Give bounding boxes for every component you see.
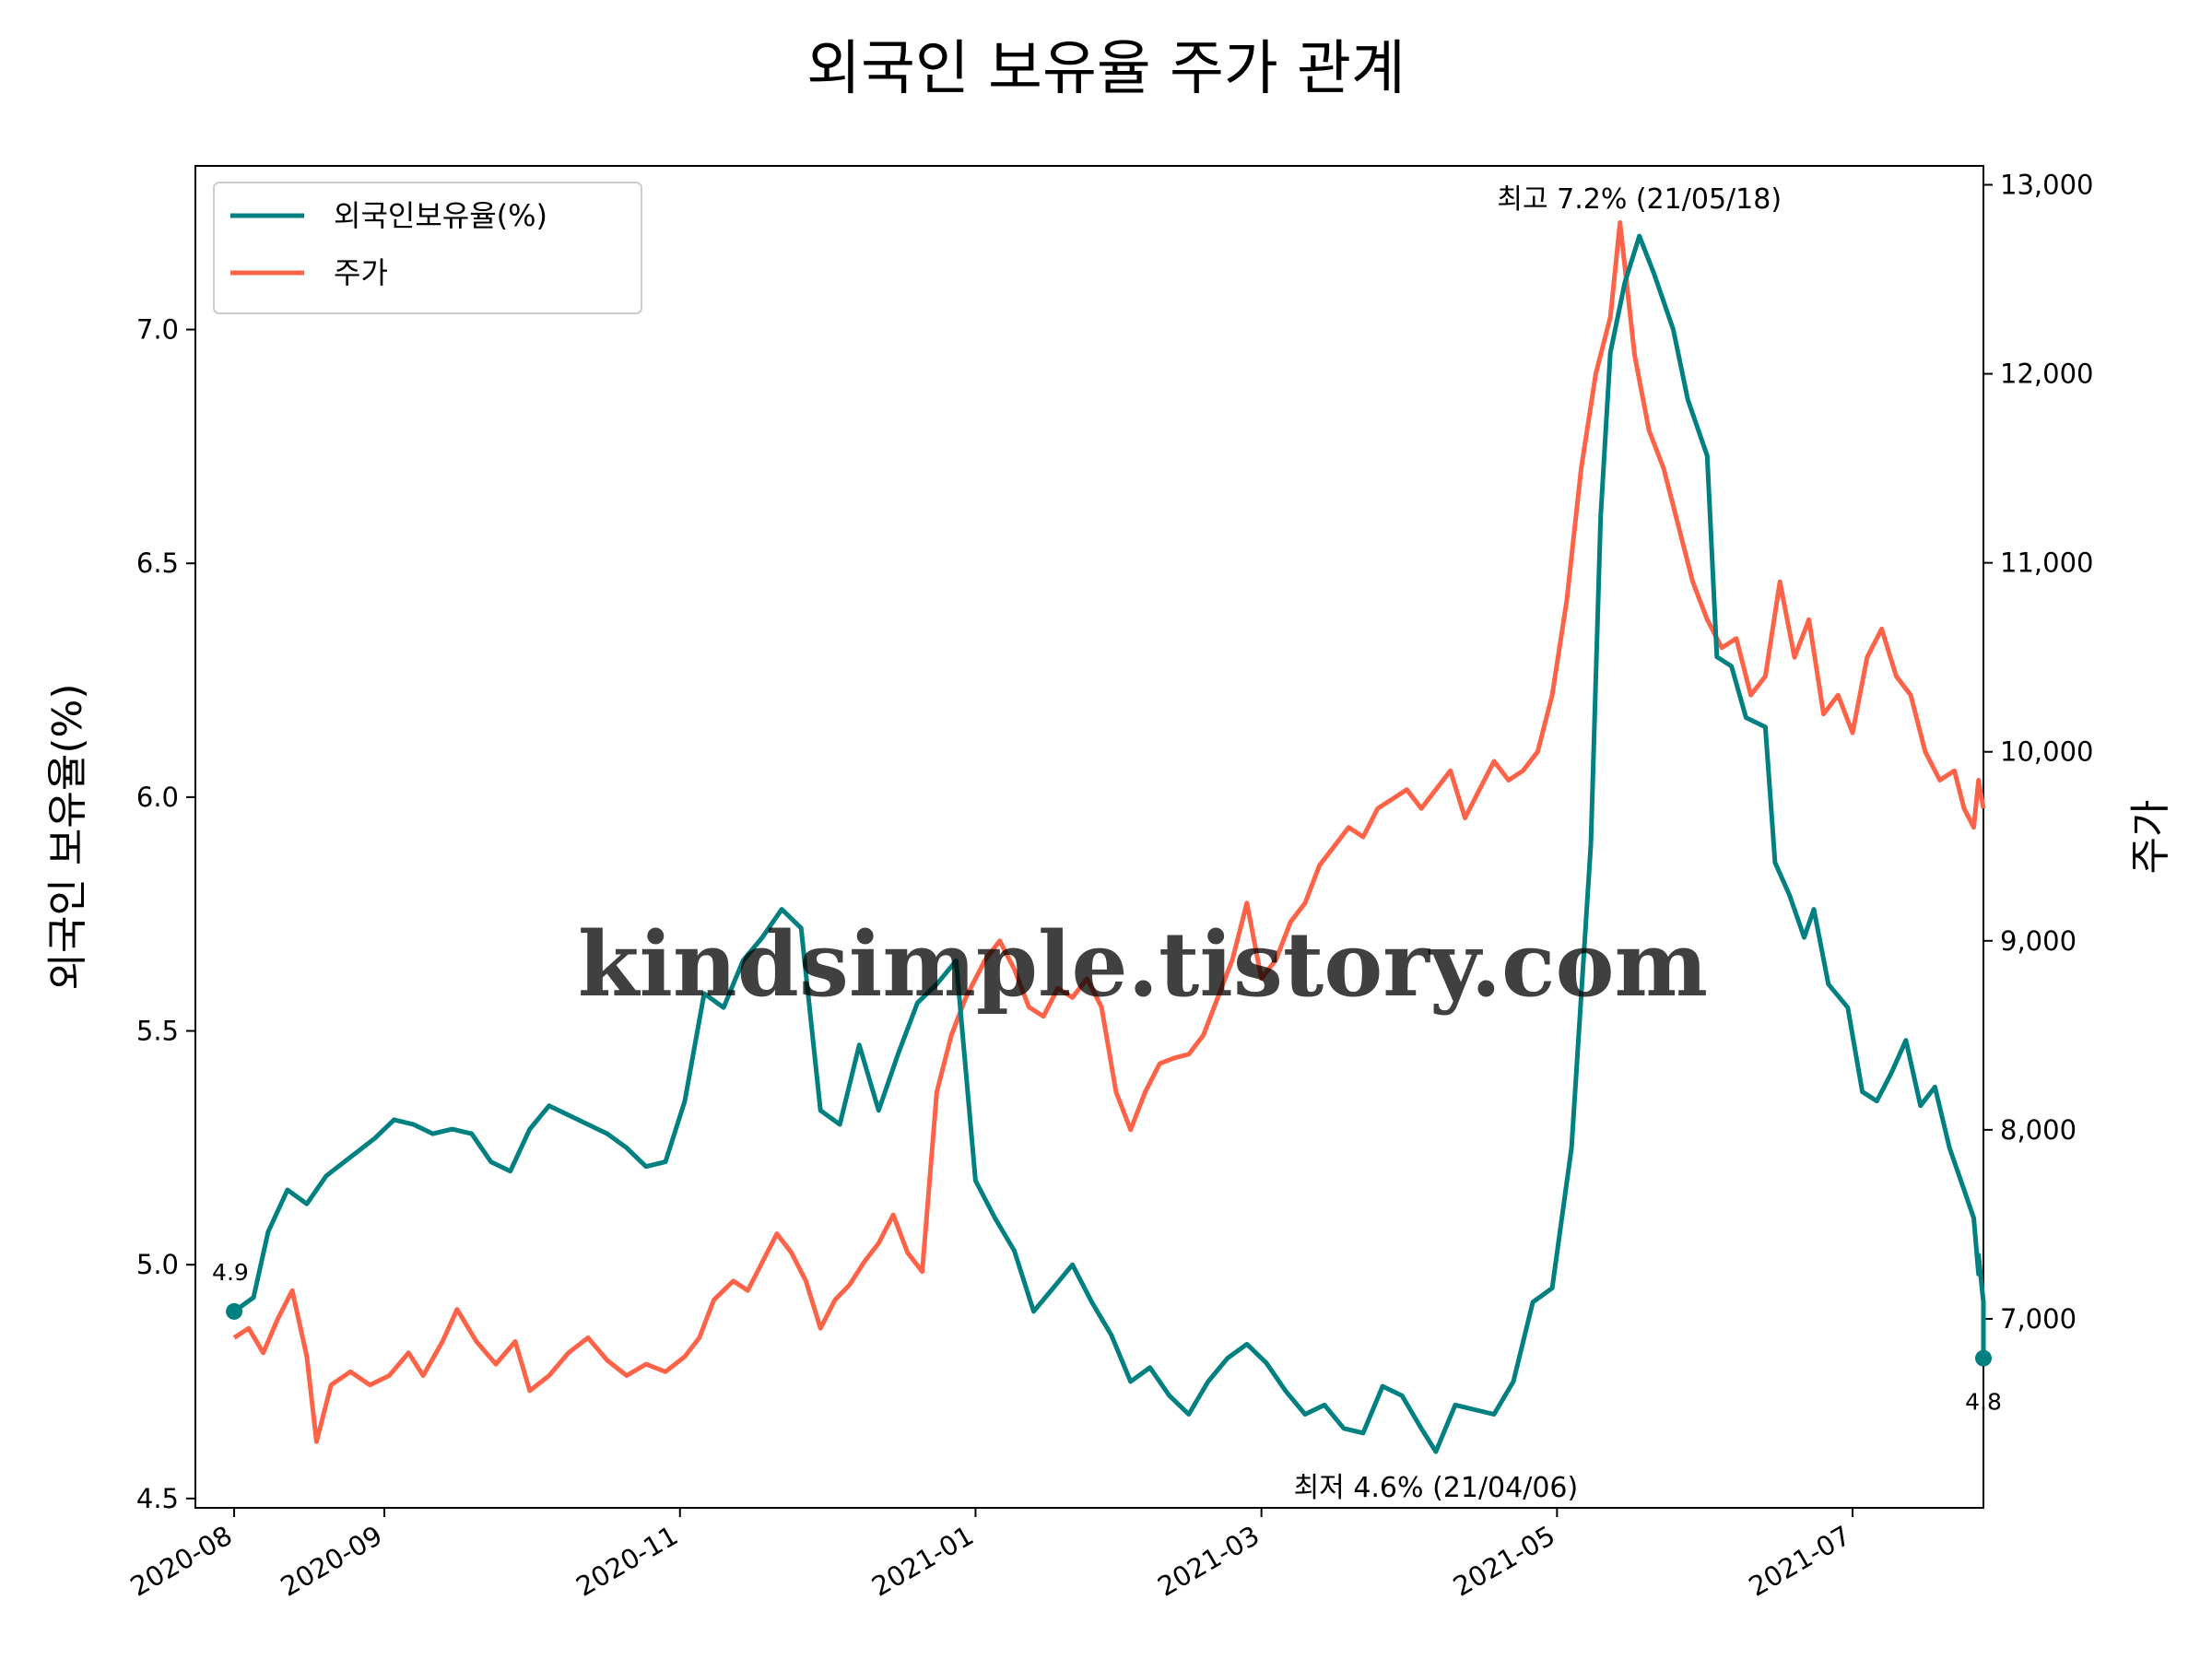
x-tick-label: 2020-09 [276,1520,388,1603]
min-annotation: 최저 4.6% (21/04/06) [1294,1472,1579,1504]
legend-label-holding: 외국인보유율(%) [334,198,547,233]
y-left-tick-label: 7.0 [136,314,179,346]
y-left-tick-label: 4.5 [136,1483,179,1514]
y-right-tick-label: 7,000 [2000,1303,2077,1335]
y-left-tick-label: 6.5 [136,547,179,579]
y-axis-left-label: 외국인 보유율(%) [44,683,91,990]
y-right-tick-label: 8,000 [2000,1114,2077,1146]
end-point-marker [1975,1349,1992,1367]
x-tick-label: 2021-07 [1744,1520,1856,1603]
y-right-tick-label: 13,000 [2000,170,2093,201]
y-left-tick-label: 6.0 [136,782,179,813]
x-tick-label: 2021-03 [1152,1520,1265,1603]
legend-box [213,182,642,314]
max-annotation: 최고 7.2% (21/05/18) [1497,183,1782,216]
end-value-label: 4.8 [1965,1389,2002,1416]
series-line-price [232,220,1986,1444]
y-right-tick-label: 9,000 [2000,925,2077,957]
chart-title: 외국인 보유율 주가 관계 [806,35,1406,103]
watermark-text: kindsimple.tistory.com [578,912,1708,1017]
x-tick-label: 2021-01 [866,1520,979,1603]
y-left-tick-label: 5.5 [136,1016,179,1047]
x-tick-label: 2020-08 [125,1520,238,1603]
y-axis-right-label: 주가 [2127,800,2174,875]
y-right-tick-label: 12,000 [2000,359,2093,390]
x-tick-label: 2020-11 [571,1520,683,1603]
y-left-tick-label: 5.0 [136,1249,179,1280]
y-right-tick-label: 11,000 [2000,547,2093,579]
x-tick-label: 2021-05 [1448,1520,1560,1603]
series-line-holding [232,233,1986,1454]
plot-frame [194,165,1984,1509]
start-value-label: 4.9 [212,1259,249,1286]
start-point-marker [226,1302,243,1320]
y-right-tick-label: 10,000 [2000,736,2093,768]
legend-label-price: 주가 [334,255,388,290]
